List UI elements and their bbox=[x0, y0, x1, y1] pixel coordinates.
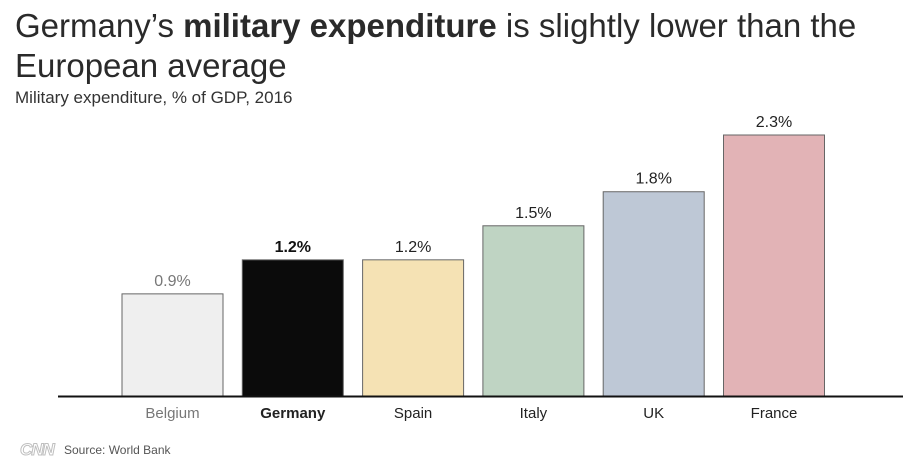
chart-subtitle: Military expenditure, % of GDP, 2016 bbox=[15, 88, 293, 107]
cnn-logo: CNN bbox=[20, 440, 56, 460]
title-bold: military expenditure bbox=[183, 7, 497, 44]
category-label-germany: Germany bbox=[260, 405, 326, 422]
chart-title: Germany’s military expenditure is slight… bbox=[15, 6, 895, 86]
value-label-france: 2.3% bbox=[756, 114, 792, 131]
bar-france bbox=[723, 134, 825, 397]
value-label-uk: 1.8% bbox=[635, 171, 671, 188]
bar-germany bbox=[241, 259, 344, 397]
bar-belgium bbox=[121, 293, 224, 397]
category-label-belgium: Belgium bbox=[145, 405, 199, 422]
category-label-france: France bbox=[751, 405, 798, 422]
footer: CNN Source: World Bank bbox=[20, 440, 171, 460]
source-note: Source: World Bank bbox=[64, 443, 171, 457]
bar-uk bbox=[602, 191, 705, 397]
category-label-italy: Italy bbox=[520, 405, 548, 422]
bar-spain bbox=[362, 259, 465, 397]
value-label-italy: 1.5% bbox=[515, 205, 551, 222]
category-label-spain: Spain bbox=[394, 405, 432, 422]
category-label-uk: UK bbox=[643, 405, 664, 422]
value-label-belgium: 0.9% bbox=[154, 273, 190, 290]
title-part-1: Germany’s bbox=[15, 7, 184, 44]
title-part-2: is slightly lower than the European aver… bbox=[15, 7, 857, 84]
value-label-spain: 1.2% bbox=[395, 239, 431, 256]
value-label-germany: 1.2% bbox=[275, 239, 311, 256]
bar-italy bbox=[482, 225, 585, 397]
